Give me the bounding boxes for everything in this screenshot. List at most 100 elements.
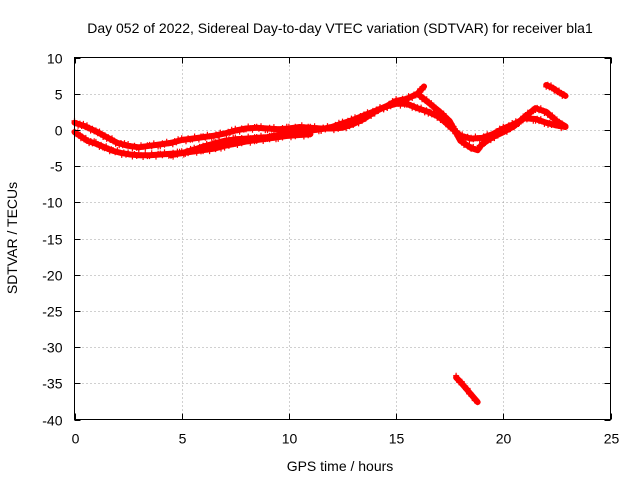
data-point-marker <box>458 378 465 385</box>
chart-title: Day 052 of 2022, Sidereal Day-to-day VTE… <box>87 20 593 36</box>
data-point-marker <box>371 109 378 116</box>
data-point-marker <box>515 121 522 127</box>
y-tick-label: -20 <box>42 268 62 284</box>
y-tick-label: -5 <box>50 159 63 175</box>
data-point-marker <box>234 142 241 148</box>
data-point-marker <box>442 113 449 120</box>
data-point-marker <box>221 144 228 151</box>
data-point-marker <box>437 108 444 115</box>
data-point-marker <box>185 149 192 155</box>
x-tick-label: 15 <box>389 431 405 447</box>
data-point-marker <box>207 143 214 150</box>
data-point-marker <box>467 389 474 396</box>
data-point-marker <box>423 107 430 114</box>
data-point-marker <box>343 121 350 127</box>
data-point-marker <box>375 107 382 114</box>
data-point-marker <box>549 112 556 119</box>
data-point-marker <box>527 110 534 117</box>
data-point-marker <box>218 145 224 152</box>
data-point-marker <box>277 133 284 140</box>
data-point-marker <box>322 126 329 133</box>
data-point-marker <box>387 103 394 110</box>
data-point-marker <box>346 118 353 125</box>
data-point-marker <box>210 134 217 141</box>
y-tick-label: 5 <box>55 87 63 103</box>
data-point-marker <box>562 123 569 130</box>
data-point-marker <box>419 86 426 93</box>
data-point-marker <box>475 146 482 153</box>
data-point-marker <box>562 92 569 99</box>
data-point-marker <box>362 112 369 119</box>
data-point-marker <box>440 110 447 117</box>
plot-frame <box>74 57 611 420</box>
data-point-marker <box>330 125 337 132</box>
y-axis-label: SDTVAR / TECUs <box>4 182 20 294</box>
data-point-marker <box>478 143 485 150</box>
y-tick-label: -30 <box>42 340 62 356</box>
data-point-marker <box>368 111 375 118</box>
data-point-marker <box>318 128 325 134</box>
x-tick-label: 0 <box>72 431 80 447</box>
data-point-marker <box>182 150 189 157</box>
data-point-marker <box>450 123 457 130</box>
series-track-6 <box>453 372 481 406</box>
data-point-marker <box>169 141 176 148</box>
data-point-marker <box>223 131 230 138</box>
y-tick-label: -40 <box>42 413 62 429</box>
data-point-marker <box>174 151 181 158</box>
x-tick-label: 5 <box>179 431 187 447</box>
x-tick-label: 20 <box>496 431 512 447</box>
y-tick-label: -35 <box>42 376 62 392</box>
data-point-marker <box>384 105 391 111</box>
data-point-marker <box>416 90 423 97</box>
data-point-marker <box>210 142 217 149</box>
data-point-marker <box>226 130 233 136</box>
data-point-marker <box>334 123 341 130</box>
data-point-marker <box>236 128 243 135</box>
data-point-marker <box>173 139 180 146</box>
x-tick-label: 25 <box>604 431 620 447</box>
data-point-marker <box>189 148 196 155</box>
data-point-marker <box>482 139 489 146</box>
series-track-3 <box>168 99 569 160</box>
data-point-marker <box>491 135 498 142</box>
y-tick-label: 0 <box>55 123 63 139</box>
data-point-marker <box>214 140 221 147</box>
data-point-marker <box>494 132 501 139</box>
data-point-marker <box>80 120 87 127</box>
data-point-marker <box>523 113 530 120</box>
data-point-marker <box>101 132 108 139</box>
x-axis-label: GPS time / hours <box>287 458 394 474</box>
x-tick-label: 10 <box>282 431 298 447</box>
data-point-marker <box>466 142 473 148</box>
data-point-marker <box>281 131 288 138</box>
series-track-5 <box>543 81 569 99</box>
data-point-marker <box>453 372 460 379</box>
data-point-marker <box>474 399 481 406</box>
data-point-marker <box>212 146 219 153</box>
data-point-marker <box>503 128 510 135</box>
data-point-marker <box>194 147 201 154</box>
data-point-marker <box>215 132 222 139</box>
data-point-marker <box>464 385 471 392</box>
data-series <box>71 81 569 406</box>
data-point-marker <box>268 134 275 141</box>
data-point-marker <box>550 115 557 122</box>
data-point-marker <box>421 83 427 90</box>
data-point-marker <box>350 117 357 124</box>
y-tick-label: -25 <box>42 304 62 320</box>
data-point-marker <box>264 135 271 142</box>
data-point-marker <box>455 132 462 139</box>
axis-ticks: 10 5 0 -5 -10 -15 -20 -25 -30 -35 -40 0 5 10 15 20 25 <box>42 51 619 447</box>
y-tick-label: -15 <box>42 232 62 248</box>
series-track-4 <box>414 90 569 154</box>
y-tick-label: 10 <box>47 51 63 67</box>
data-point-marker <box>507 126 514 133</box>
data-point-marker <box>511 124 517 131</box>
data-point-marker <box>409 95 416 101</box>
data-point-marker <box>518 117 525 124</box>
data-point-marker <box>454 376 461 382</box>
y-tick-label: -10 <box>42 195 62 211</box>
data-point-marker <box>546 110 553 117</box>
